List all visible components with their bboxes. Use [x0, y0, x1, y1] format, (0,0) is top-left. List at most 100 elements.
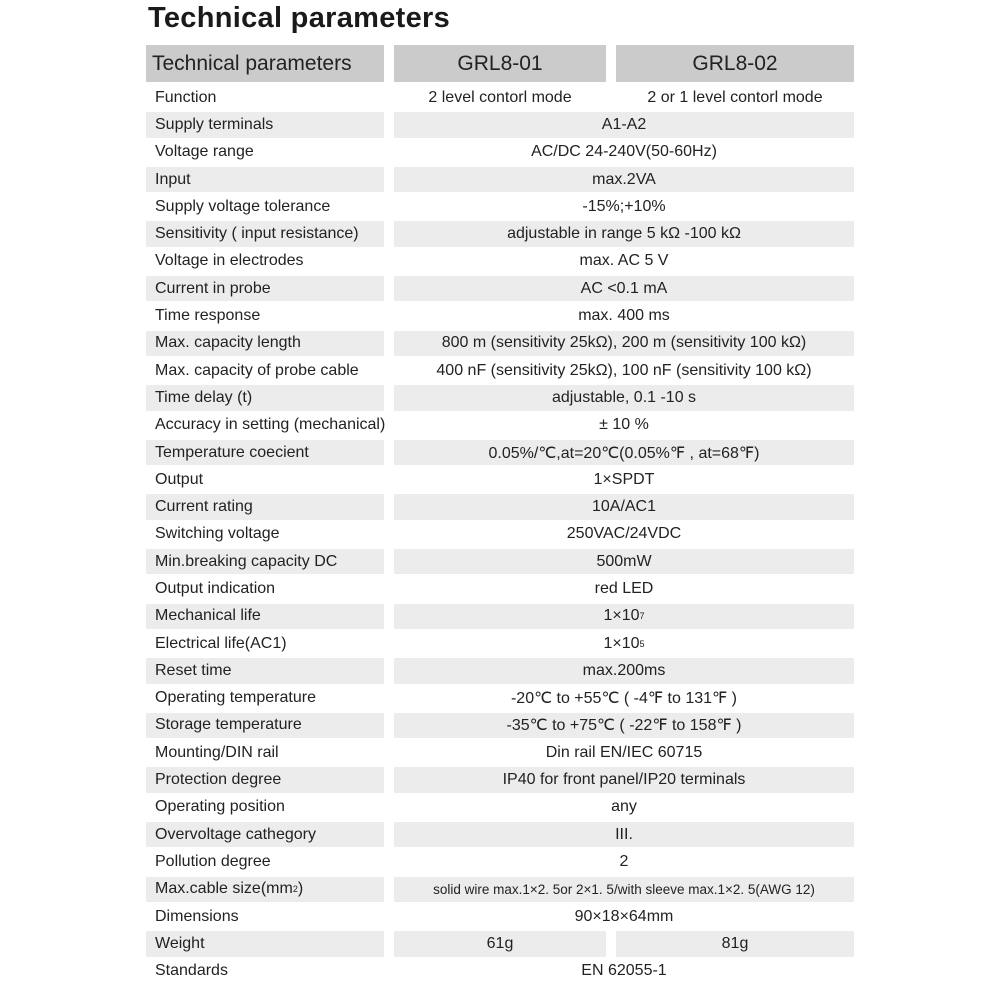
parameter-value-text: 250VAC/24VDC [566, 525, 682, 543]
parameter-value-text: III. [615, 825, 633, 843]
parameter-label-text: Storage temperature [155, 716, 302, 734]
parameter-value-text: 500mW [596, 552, 652, 570]
parameter-value: any [394, 795, 854, 820]
parameter-label-text: Mounting/DIN rail [155, 743, 279, 761]
parameter-value-text: IP40 for front panel/IP20 terminals [502, 771, 746, 789]
parameter-label-text: Switching voltage [155, 525, 280, 543]
parameter-label: Max.cable size(mm 2) [146, 876, 384, 902]
parameter-label: Protection degree [146, 767, 384, 793]
parameter-label-text: Current in probe [155, 279, 271, 297]
parameter-label: Weight [146, 931, 384, 957]
parameter-label-text: Overvoltage cathegory [155, 825, 316, 843]
parameter-value: AC <0.1 mA [394, 276, 854, 302]
parameter-label-text: Input [155, 170, 191, 188]
parameter-value-text: EN 62055-1 [581, 962, 667, 980]
parameter-value-text: -20℃ to +55℃ ( -4℉ to 131℉ ) [510, 690, 738, 708]
parameter-label: Standards [146, 959, 384, 984]
parameter-label-text: Protection degree [155, 771, 282, 789]
value-grl8-01-text: 61g [486, 934, 514, 952]
table-row: Storage temperature -35℃ to +75℃ ( -22℉ t… [0, 712, 1000, 739]
parameter-label-text: Dimensions [155, 907, 239, 925]
parameter-label: Time response [146, 303, 384, 328]
parameter-value-text: ± 10 % [599, 416, 649, 434]
parameter-value-text: 1×10 [603, 634, 640, 652]
parameter-label-text: Weight [155, 934, 205, 952]
parameter-label: Operating temperature [146, 686, 384, 711]
parameter-value: ± 10 % [394, 413, 854, 438]
header-model-grl8-01: GRL8-01 [394, 45, 606, 82]
parameter-value: solid wire max.1×2. 5or 2×1. 5/with slee… [394, 876, 854, 902]
parameters-table: Function 2 level contorl mode 2 or 1 level… [0, 84, 1000, 985]
table-row: Min.breaking capacity DC 500mW [0, 548, 1000, 575]
table-row: Input max.2VA [0, 166, 1000, 193]
parameter-label: Switching voltage [146, 522, 384, 547]
parameter-label: Sensitivity ( input resistance) [146, 221, 384, 247]
parameter-label-text: Min.breaking capacity DC [155, 552, 338, 570]
parameter-value-text: 2 [619, 852, 629, 870]
parameter-value-text: adjustable, 0.1 -10 s [551, 388, 697, 406]
table-row: Sensitivity ( input resistance) adjustabl… [0, 220, 1000, 247]
parameter-label: Supply terminals [146, 112, 384, 138]
table-row: Time delay (t) adjustable, 0.1 -10 s [0, 384, 1000, 411]
parameter-value-text: adjustable in range 5 kΩ -100 kΩ [507, 225, 741, 243]
value-grl8-02: 2 or 1 level contorl mode [616, 85, 854, 110]
parameter-value-text: 0.05%/℃,at=20℃(0.05%℉ , at=68℉) [488, 444, 760, 462]
parameter-label: Electrical life(AC1) [146, 631, 384, 656]
parameter-value-text: -35℃ to +75℃ ( -22℉ to 158℉ ) [506, 717, 742, 735]
parameter-value-text: A1-A2 [601, 115, 647, 133]
parameter-value-text: 1×SPDT [593, 470, 655, 488]
value-superscript: 5 [639, 638, 645, 649]
parameter-value-text: max.200ms [582, 661, 666, 679]
parameter-value: 2 [394, 849, 854, 874]
parameter-label: Current in probe [146, 276, 384, 302]
table-row: Mounting/DIN rail Din rail EN/IEC 60715 [0, 739, 1000, 766]
parameter-value: max. 400 ms [394, 303, 854, 328]
parameter-label: Accuracy in setting (mechanical) [146, 413, 385, 438]
parameter-value: -15%;+10% [394, 194, 854, 219]
parameter-value: 90×18×64mm [394, 904, 854, 929]
parameter-value: 1×SPDT [394, 467, 854, 492]
table-row: Output 1×SPDT [0, 466, 1000, 493]
table-row: Voltage range AC/DC 24-240V(50-60Hz) [0, 139, 1000, 166]
parameter-label-text: Time delay (t) [155, 388, 253, 406]
parameter-label: Current rating [146, 494, 384, 520]
parameter-label: Pollution degree [146, 849, 384, 874]
value-superscript: 7 [639, 611, 645, 622]
parameter-label: Overvoltage cathegory [146, 822, 384, 848]
parameter-value-text: any [611, 798, 637, 816]
parameter-value: -35℃ to +75℃ ( -22℉ to 158℉ ) [394, 712, 854, 739]
table-row: Temperature coecient 0.05%/℃,at=20℃(0.05%… [0, 439, 1000, 466]
parameter-label: Mounting/DIN rail [146, 740, 384, 765]
table-row: Mechanical life 1×10 7 [0, 603, 1000, 630]
parameter-value-text: 1×10 [603, 607, 640, 625]
page-title: Technical parameters [148, 2, 451, 34]
label-superscript: 2 [292, 884, 298, 895]
label-suffix: ) [297, 880, 304, 898]
parameter-label: Voltage range [146, 140, 384, 165]
value-grl8-01: 2 level contorl mode [394, 85, 606, 110]
parameter-label-text: Electrical life(AC1) [155, 634, 287, 652]
parameter-label: Min.breaking capacity DC [146, 549, 384, 575]
parameter-label-text: Voltage range [155, 143, 254, 161]
parameter-label: Dimensions [146, 904, 384, 929]
table-row: Switching voltage 250VAC/24VDC [0, 521, 1000, 548]
parameter-label-text: Reset time [155, 661, 232, 679]
parameter-label-text: Max. capacity of probe cable [155, 361, 359, 379]
table-row: Weight 61g 81g [0, 930, 1000, 957]
parameter-label-text: Supply voltage tolerance [155, 197, 331, 215]
table-row: Pollution degree 2 [0, 848, 1000, 875]
parameter-value-text: 10A/AC1 [591, 498, 657, 516]
table-row: Supply voltage tolerance -15%;+10% [0, 193, 1000, 220]
parameter-value-text: 90×18×64mm [574, 907, 674, 925]
parameter-label: Function [146, 85, 384, 110]
table-row: Operating temperature -20℃ to +55℃ ( -4℉ … [0, 685, 1000, 712]
parameter-label: Max. capacity length [146, 330, 384, 356]
table-row: Max.cable size(mm 2) solid wire max.1×2. 5… [0, 876, 1000, 903]
parameter-label-text: Max.cable size(mm [155, 880, 293, 898]
parameter-value-text: red LED [594, 579, 654, 597]
parameter-label: Time delay (t) [146, 385, 384, 411]
table-row: Voltage in electrodes max. AC 5 V [0, 248, 1000, 275]
parameter-label-text: Temperature coecient [155, 443, 309, 461]
table-row: Supply terminals A1-A2 [0, 111, 1000, 138]
parameter-value: 0.05%/℃,at=20℃(0.05%℉ , at=68℉) [394, 439, 854, 466]
